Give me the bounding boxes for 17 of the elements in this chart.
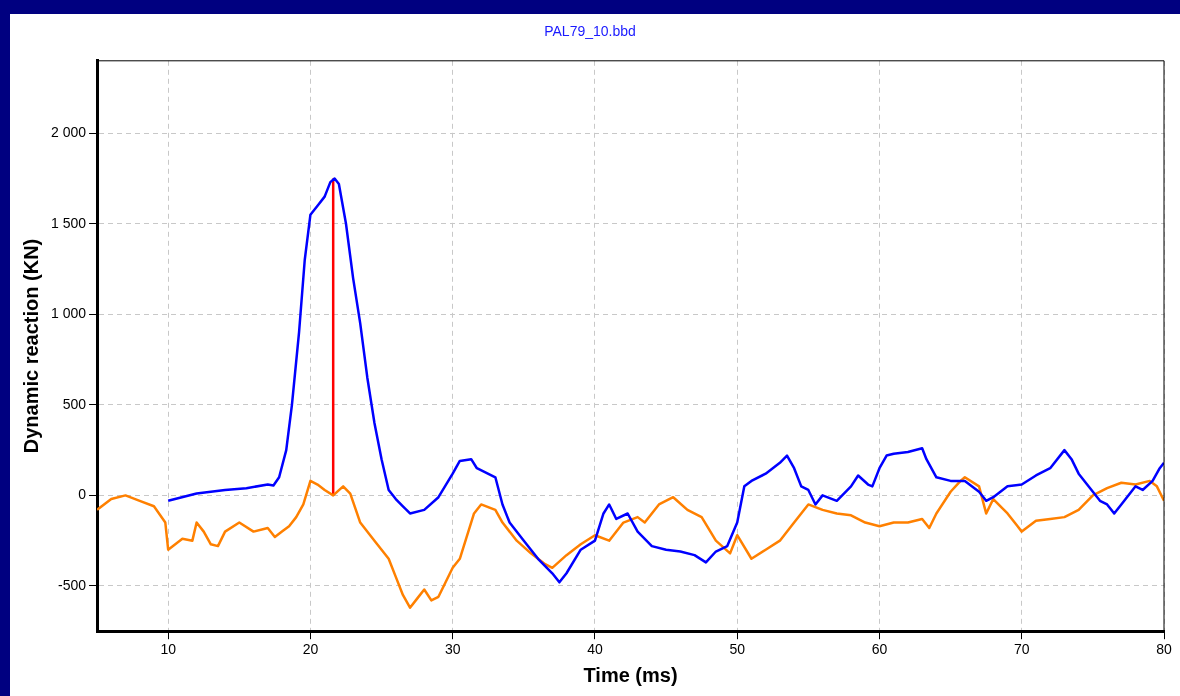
x-tick-label: 60 [871,641,888,658]
x-tick-label: 50 [729,641,746,658]
x-tick-label: 70 [1013,641,1030,658]
x-tick-label: 30 [444,641,461,658]
y-tick-label: -500 [58,576,87,593]
y-tick-label: 1 000 [50,305,87,322]
x-tick-label: 80 [1156,641,1172,658]
x-tick-label: 20 [302,641,319,658]
chart-title: PAL79_10.bbd [544,23,636,40]
x-tick-label: 10 [160,641,177,658]
y-tick-label: 500 [62,395,87,412]
y-tick-label: 0 [78,486,87,503]
y-tick-label: 1 500 [50,214,87,231]
x-axis-title: Time (ms) [583,663,678,686]
y-axis-title: Dynamic reaction (KN) [19,238,42,454]
y-tick-label: 2 000 [50,124,87,141]
x-tick-label: 40 [587,641,603,658]
